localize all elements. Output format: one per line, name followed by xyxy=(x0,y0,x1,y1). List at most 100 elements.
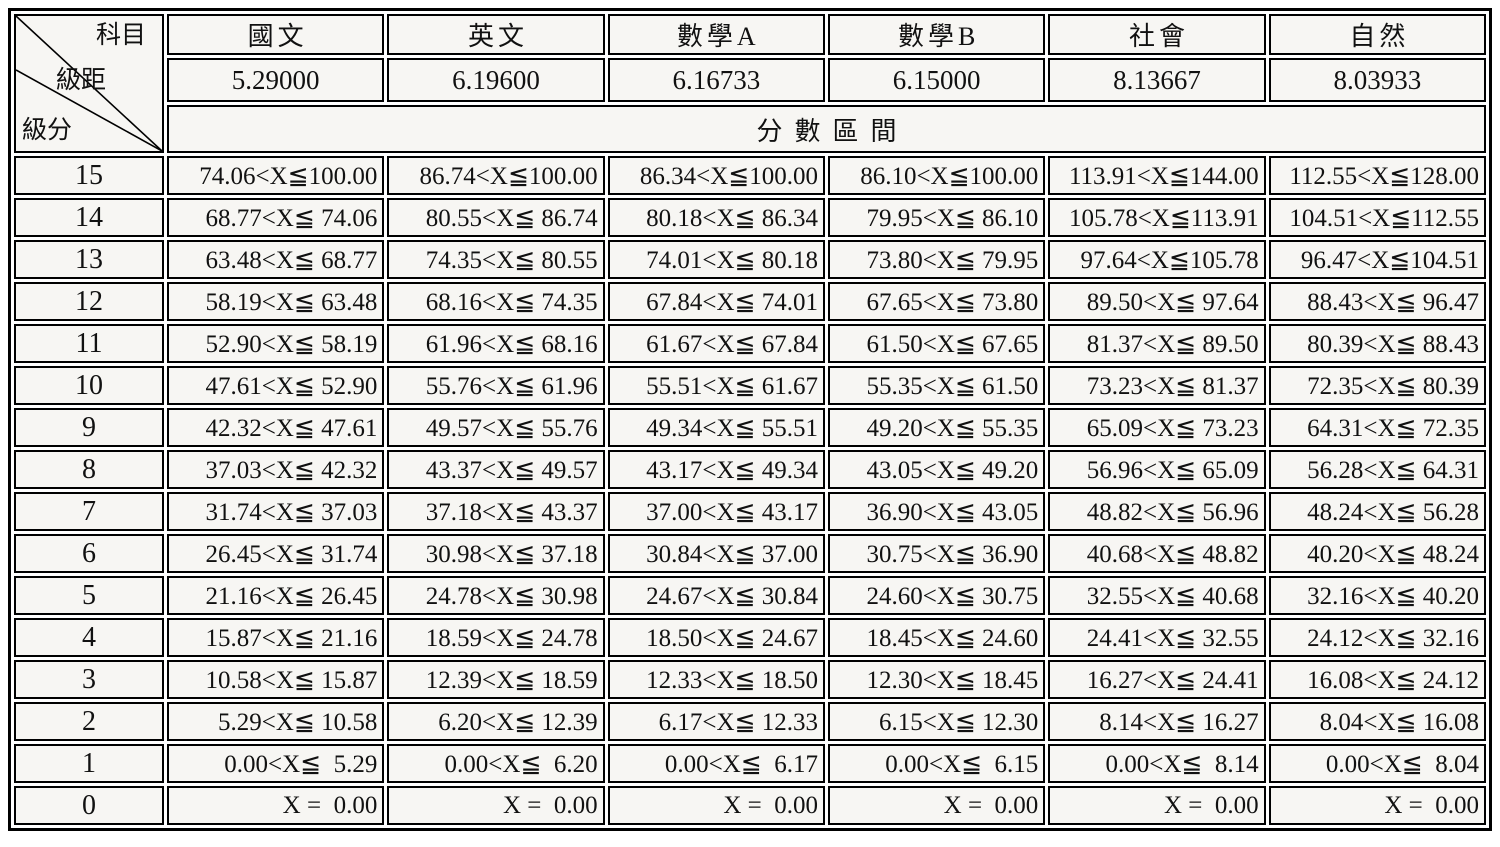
table-row: 8 37.03<X≦ 42.32 43.37<X≦ 49.57 43.17<X≦… xyxy=(14,450,1486,489)
interval-value: X = 0.00 xyxy=(503,791,598,819)
interval-value: 74.06<X≦100.00 xyxy=(199,162,378,190)
interval-value: 64.31<X≦ 72.35 xyxy=(1307,414,1479,442)
grade-level-value: 1 xyxy=(82,747,96,779)
grade-level-cell: 1 xyxy=(14,744,164,783)
interval-cell: 68.16<X≦ 74.35 xyxy=(387,282,605,321)
grade-level-value: 11 xyxy=(75,327,103,359)
interval-value: 0.00<X≦ 6.20 xyxy=(444,750,598,778)
grade-level-cell: 4 xyxy=(14,618,164,657)
interval-size-value: 6.15000 xyxy=(827,58,1046,102)
interval-value: 40.20<X≦ 48.24 xyxy=(1307,540,1479,568)
interval-cell: 43.37<X≦ 49.57 xyxy=(387,450,605,489)
interval-value: 32.16<X≦ 40.20 xyxy=(1307,582,1479,610)
interval-value: 89.50<X≦ 97.64 xyxy=(1086,288,1259,316)
interval-cell: 0.00<X≦ 6.17 xyxy=(607,744,825,783)
grade-conversion-table: 科目 級距 級分 國文 英文 數學A 數學B 社會 自然 5.29000 6.1… xyxy=(8,8,1492,831)
interval-cell: 18.45<X≦ 24.60 xyxy=(827,618,1046,657)
grade-level-cell: 15 xyxy=(14,156,164,195)
table-row: 2 5.29<X≦ 10.58 6.20<X≦ 12.39 6.17<X≦ 12… xyxy=(14,702,1486,741)
interval-cell: 73.80<X≦ 79.95 xyxy=(827,240,1046,279)
interval-value: 24.41<X≦ 32.55 xyxy=(1086,624,1259,652)
interval-value: 112.55<X≦128.00 xyxy=(1289,162,1479,190)
interval-cell: 37.18<X≦ 43.37 xyxy=(387,492,605,531)
interval-value: 63.48<X≦ 68.77 xyxy=(205,246,378,274)
interval-cell: 32.16<X≦ 40.20 xyxy=(1268,576,1486,615)
interval-value: 0.00<X≦ 5.29 xyxy=(224,750,378,778)
interval-cell: 49.34<X≦ 55.51 xyxy=(607,408,825,447)
interval-value: 42.32<X≦ 47.61 xyxy=(205,414,378,442)
interval-value: 80.18<X≦ 86.34 xyxy=(646,204,818,232)
grade-level-cell: 14 xyxy=(14,198,164,237)
interval-value: 43.05<X≦ 49.20 xyxy=(866,456,1039,484)
interval-value: 80.55<X≦ 86.74 xyxy=(425,204,598,232)
table-row: 12 58.19<X≦ 63.48 68.16<X≦ 74.35 67.84<X… xyxy=(14,282,1486,321)
interval-value: 31.74<X≦ 37.03 xyxy=(205,498,378,526)
interval-value: 58.19<X≦ 63.48 xyxy=(205,288,378,316)
grade-level-value: 7 xyxy=(82,495,96,527)
interval-value: 18.50<X≦ 24.67 xyxy=(646,624,818,652)
interval-cell: 61.96<X≦ 68.16 xyxy=(387,324,605,363)
interval-value: 37.03<X≦ 42.32 xyxy=(205,456,378,484)
interval-cell: 68.77<X≦ 74.06 xyxy=(167,198,385,237)
interval-value: 68.77<X≦ 74.06 xyxy=(205,204,378,232)
interval-value: 16.27<X≦ 24.41 xyxy=(1086,666,1259,694)
interval-value: 73.80<X≦ 79.95 xyxy=(866,246,1039,274)
interval-size-value: 6.16733 xyxy=(607,58,825,102)
interval-value: 86.34<X≦100.00 xyxy=(639,162,818,190)
interval-cell: 49.20<X≦ 55.35 xyxy=(827,408,1046,447)
table-row: 1 0.00<X≦ 5.29 0.00<X≦ 6.20 0.00<X≦ 6.17… xyxy=(14,744,1486,783)
interval-value: 0.00<X≦ 8.04 xyxy=(1325,750,1479,778)
interval-value: 67.84<X≦ 74.01 xyxy=(646,288,818,316)
interval-value: 26.45<X≦ 31.74 xyxy=(205,540,378,568)
interval-value: 0.00<X≦ 6.17 xyxy=(664,750,818,778)
grade-level-value: 8 xyxy=(82,453,96,485)
grade-level-cell: 8 xyxy=(14,450,164,489)
grade-level-cell: 9 xyxy=(14,408,164,447)
interval-value: 55.76<X≦ 61.96 xyxy=(425,372,598,400)
subject-header-math-b: 數學B xyxy=(827,14,1046,55)
interval-cell: X = 0.00 xyxy=(167,786,385,825)
interval-cell: 30.84<X≦ 37.00 xyxy=(607,534,825,573)
interval-cell: 8.04<X≦ 16.08 xyxy=(1268,702,1486,741)
interval-cell: 37.03<X≦ 42.32 xyxy=(167,450,385,489)
interval-value: 30.98<X≦ 37.18 xyxy=(425,540,598,568)
interval-value: 24.60<X≦ 30.75 xyxy=(866,582,1039,610)
diagonal-divider xyxy=(16,16,162,151)
interval-value: 10.58<X≦ 15.87 xyxy=(205,666,378,694)
interval-cell: 72.35<X≦ 80.39 xyxy=(1268,366,1486,405)
interval-value: 24.12<X≦ 32.16 xyxy=(1307,624,1479,652)
table-row: 4 15.87<X≦ 21.16 18.59<X≦ 24.78 18.50<X≦… xyxy=(14,618,1486,657)
interval-cell: 74.06<X≦100.00 xyxy=(167,156,385,195)
grade-level-value: 3 xyxy=(82,663,96,695)
grade-level-cell: 6 xyxy=(14,534,164,573)
interval-cell: 74.35<X≦ 80.55 xyxy=(387,240,605,279)
interval-value: 55.51<X≦ 61.67 xyxy=(646,372,818,400)
interval-cell: X = 0.00 xyxy=(607,786,825,825)
interval-cell: X = 0.00 xyxy=(1268,786,1486,825)
interval-value: 36.90<X≦ 43.05 xyxy=(866,498,1039,526)
grade-level-value: 12 xyxy=(75,285,103,317)
interval-value: 73.23<X≦ 81.37 xyxy=(1086,372,1259,400)
interval-value: X = 0.00 xyxy=(723,791,818,819)
interval-cell: 73.23<X≦ 81.37 xyxy=(1048,366,1266,405)
interval-cell: 86.34<X≦100.00 xyxy=(607,156,825,195)
interval-cell: 40.68<X≦ 48.82 xyxy=(1048,534,1266,573)
interval-cell: 12.33<X≦ 18.50 xyxy=(607,660,825,699)
interval-cell: 67.84<X≦ 74.01 xyxy=(607,282,825,321)
interval-value: 0.00<X≦ 8.14 xyxy=(1105,750,1259,778)
interval-cell: 16.27<X≦ 24.41 xyxy=(1048,660,1266,699)
grade-level-cell: 3 xyxy=(14,660,164,699)
interval-value: 96.47<X≦104.51 xyxy=(1300,246,1479,274)
interval-cell: 56.28<X≦ 64.31 xyxy=(1268,450,1486,489)
interval-value: 79.95<X≦ 86.10 xyxy=(866,204,1039,232)
interval-value: 18.59<X≦ 24.78 xyxy=(425,624,598,652)
interval-cell: 65.09<X≦ 73.23 xyxy=(1048,408,1266,447)
interval-cell: 0.00<X≦ 6.15 xyxy=(827,744,1046,783)
interval-cell: 43.05<X≦ 49.20 xyxy=(827,450,1046,489)
interval-value: 88.43<X≦ 96.47 xyxy=(1307,288,1479,316)
interval-cell: 6.17<X≦ 12.33 xyxy=(607,702,825,741)
interval-cell: 0.00<X≦ 8.14 xyxy=(1048,744,1266,783)
interval-cell: 0.00<X≦ 6.20 xyxy=(387,744,605,783)
interval-size-row: 5.29000 6.19600 6.16733 6.15000 8.13667 … xyxy=(14,58,1486,102)
interval-value: 24.67<X≦ 30.84 xyxy=(646,582,818,610)
